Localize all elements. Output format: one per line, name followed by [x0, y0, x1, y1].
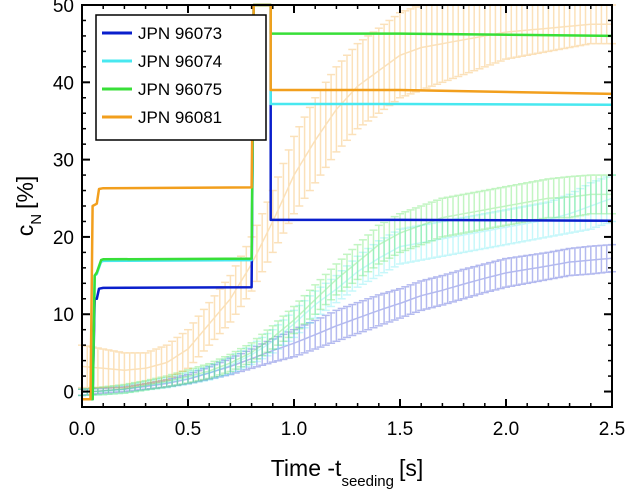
y-tick-label: 0 [63, 383, 74, 404]
x-axis-label-main: Time -t [271, 455, 342, 481]
error-band-mean-jpn-96074 [81, 197, 613, 394]
legend-label-jpn-96074: JPN 96074 [138, 52, 222, 71]
x-tick-label: 0.0 [69, 419, 95, 440]
series-line-jpn-96081 [82, 3, 613, 401]
error-band-jpn-96081 [78, 4, 616, 389]
series-line-jpn-96075 [82, 3, 613, 401]
x-tick-label: 1.5 [387, 419, 413, 440]
x-tick-label: 0.5 [175, 419, 201, 440]
y-axis-label-unit: [%] [12, 176, 38, 209]
x-axis: 0.0 0.5 1.0 1.5 2.0 2.5 [69, 5, 625, 440]
legend-label-jpn-96075: JPN 96075 [138, 80, 222, 99]
x-tick-label: 1.0 [281, 419, 307, 440]
error-band-mean-jpn-96081 [81, 23, 612, 372]
legend-box [95, 14, 267, 141]
y-tick-label: 40 [53, 73, 74, 94]
x-axis-label-sub: seeding [341, 473, 394, 490]
error-band-jpn-96074 [78, 174, 616, 397]
legend-label-jpn-96081: JPN 96081 [138, 108, 222, 127]
error-band-mean-jpn-96075 [81, 193, 612, 394]
error-band-jpn-96075 [78, 174, 616, 397]
error-bands [78, 4, 616, 397]
y-axis-label-main: c [12, 225, 38, 237]
legend-label-jpn-96073: JPN 96073 [138, 24, 222, 43]
error-band-jpn-96073 [78, 243, 616, 397]
y-tick-label: 30 [53, 151, 74, 172]
y-tick-label: 50 [53, 0, 74, 17]
x-axis-label: Time -tseeding [s] [271, 455, 424, 490]
y-tick-label: 10 [53, 305, 74, 326]
error-band-mean-jpn-96073 [81, 257, 613, 394]
y-tick-label: 20 [53, 228, 74, 249]
y-axis-label: cN [%] [12, 176, 45, 237]
legend: JPN 96073 JPN 96074 JPN 96075 JPN 96081 [95, 14, 267, 141]
y-axis-label-sub: N [28, 214, 45, 225]
x-axis-label-unit: [s] [399, 455, 423, 481]
step-lines [82, 3, 613, 401]
x-tick-label: 2.5 [599, 419, 625, 440]
x-tick-label: 2.0 [493, 419, 519, 440]
y-axis: 0 10 20 30 40 50 [53, 0, 612, 404]
